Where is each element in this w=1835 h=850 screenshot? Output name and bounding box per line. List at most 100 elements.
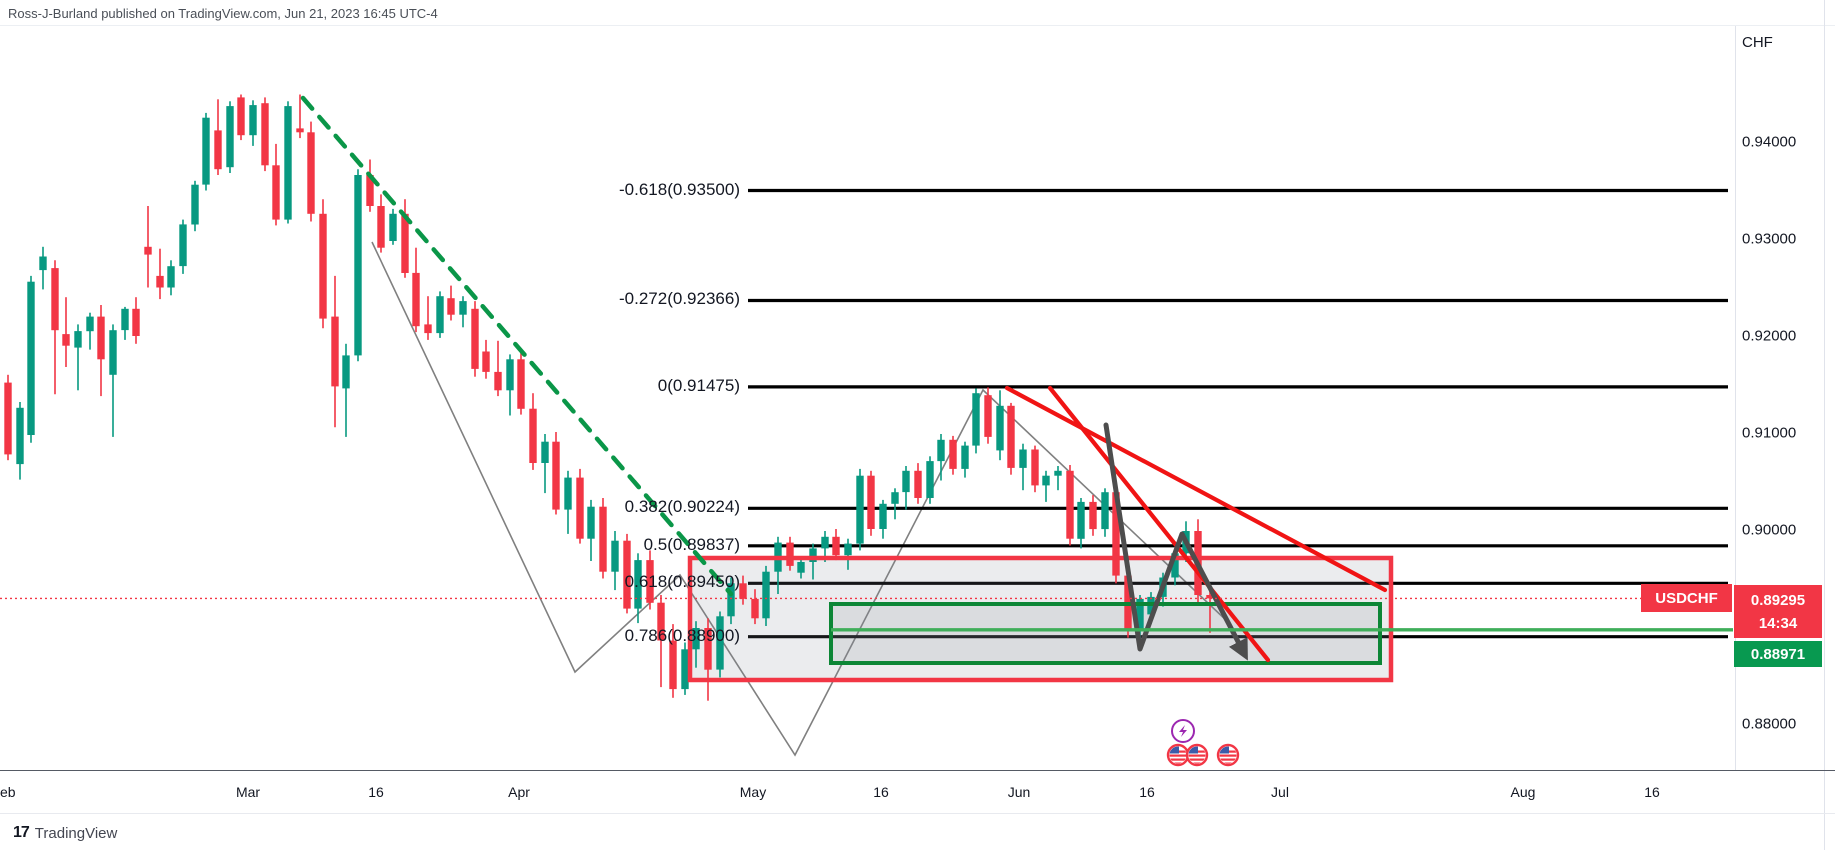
candle [214, 130, 222, 170]
candle [1007, 405, 1015, 468]
candle [226, 106, 234, 168]
tradingview-attribution[interactable]: 17 TradingView [13, 824, 117, 842]
currency-label: CHF [1742, 34, 1773, 51]
candle [587, 506, 595, 539]
time-scale-label: 16 [1644, 784, 1660, 800]
candle [331, 316, 339, 387]
price-scale-label: 0.90000 [1742, 521, 1797, 539]
candle [692, 628, 700, 650]
candle [599, 506, 607, 572]
candle [623, 540, 631, 609]
candle [1066, 470, 1074, 539]
candle [366, 175, 374, 206]
header-separator [0, 25, 1835, 26]
green-dashed-trendline[interactable] [300, 95, 734, 597]
candle [1101, 492, 1109, 530]
candle [261, 103, 269, 166]
time-scale-label: 16 [368, 784, 384, 800]
candle [611, 540, 619, 572]
time-scale-label: Apr [508, 784, 530, 800]
candle [541, 441, 549, 463]
price-scale-label: 0.93000 [1742, 230, 1797, 248]
candle [62, 334, 70, 346]
symbol-name: USDCHF [1655, 589, 1718, 607]
candle [377, 206, 385, 248]
candle [821, 536, 829, 549]
time-scale-label: eb [0, 784, 16, 800]
candle [657, 602, 665, 641]
candle [786, 542, 794, 566]
green-box-fill [831, 604, 1380, 663]
candle [762, 571, 770, 619]
gray-zigzag-line[interactable] [371, 241, 1229, 757]
time-scale-label: May [739, 784, 767, 800]
candle [751, 598, 759, 619]
candle [1054, 470, 1062, 476]
candle [156, 275, 164, 288]
us-flag-event-icon[interactable] [1185, 743, 1209, 767]
candle [797, 562, 805, 573]
candle [401, 213, 409, 273]
candle [86, 316, 94, 332]
tradingview-brand-text: TradingView [34, 824, 118, 842]
alert-price-badge[interactable]: 0.88971 [1734, 641, 1822, 668]
candle [669, 640, 677, 690]
right-edge-border [1824, 0, 1825, 850]
candle [1031, 449, 1039, 486]
candle [342, 355, 350, 389]
candle [1042, 475, 1050, 486]
candle [436, 296, 444, 334]
candle [809, 548, 817, 562]
candle [27, 281, 35, 435]
candle [16, 407, 24, 465]
time-scale-label: Aug [1510, 784, 1536, 800]
candle [879, 503, 887, 529]
red-trendline-upper[interactable] [1004, 385, 1388, 593]
last-price-badge[interactable]: 0.89295 14:34 [1734, 585, 1822, 639]
candle [576, 477, 584, 539]
price-scale-separator [1735, 26, 1736, 770]
candle [949, 439, 957, 469]
red-trendline-lower[interactable] [1047, 385, 1271, 663]
candle [249, 105, 257, 136]
lightning-event-icon[interactable] [1171, 719, 1195, 743]
candle [482, 351, 490, 372]
dark-projection-arrow[interactable] [1103, 422, 1248, 661]
candle [412, 272, 420, 327]
candle [517, 359, 525, 409]
candle [961, 445, 969, 469]
us-flag-event-icon[interactable] [1166, 743, 1190, 767]
candle [1206, 595, 1214, 599]
candle [984, 395, 992, 437]
time-axis-line [0, 770, 1835, 771]
symbol-price-label[interactable]: USDCHF [1641, 584, 1732, 613]
candle [471, 308, 479, 369]
fib-level-label: 0.618(0.89450) [624, 572, 740, 592]
red-box-fill [690, 558, 1391, 680]
publish-attribution: Ross-J-Burland published on TradingView.… [8, 6, 438, 21]
candle [727, 583, 735, 617]
candle [132, 308, 140, 336]
green-range-box[interactable] [829, 602, 1382, 665]
candle [319, 213, 327, 319]
candle [494, 371, 502, 391]
candle [424, 324, 432, 334]
candle [902, 470, 910, 493]
us-flag-event-icon[interactable] [1216, 743, 1240, 767]
time-scale-label: 16 [1139, 784, 1155, 800]
candle [74, 331, 82, 348]
price-scale-label: 0.92000 [1742, 327, 1797, 345]
candle [564, 477, 572, 510]
candle [39, 256, 47, 271]
candle [167, 266, 175, 288]
price-scale-label: 0.88000 [1742, 715, 1797, 733]
fib-level-label: 0.382(0.90224) [624, 497, 740, 517]
candle [856, 475, 864, 544]
candle [447, 298, 455, 315]
red-range-box[interactable] [687, 555, 1394, 683]
candle [739, 583, 747, 599]
alert-price-value: 0.88971 [1750, 645, 1806, 663]
candle [237, 97, 245, 136]
